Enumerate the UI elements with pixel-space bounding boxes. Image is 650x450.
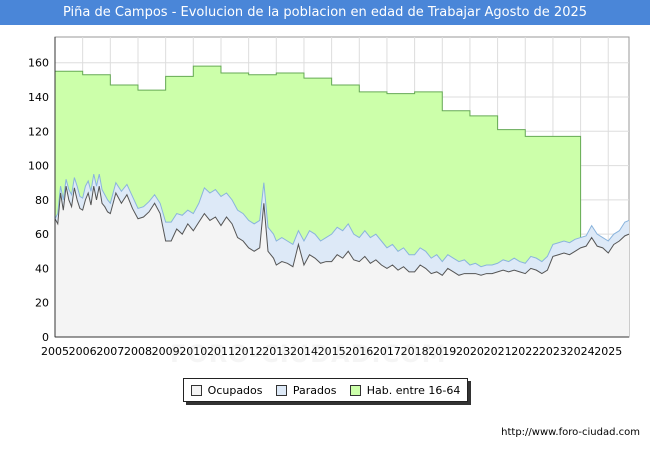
y-tick-label: 120 <box>28 125 49 138</box>
y-tick-label: 20 <box>35 297 49 310</box>
hab-line <box>55 65 582 238</box>
y-tick-label: 140 <box>28 91 49 104</box>
legend-swatch-hab <box>349 384 361 396</box>
x-tick-label: 2017 <box>373 345 401 358</box>
parados-line <box>54 174 630 268</box>
legend-label-parados: Parados <box>292 383 337 397</box>
ocupados-line <box>54 186 630 276</box>
x-tick-label: 2005 <box>41 345 69 358</box>
y-tick-label: 80 <box>35 194 49 207</box>
y-tick-label: 40 <box>35 262 49 275</box>
axis-layer: 0 20 40 60 80 100 120 140 160 2005 2006 2007 2008 200… <box>28 37 629 358</box>
legend-item-ocupados: Ocupados <box>190 383 263 397</box>
x-tick-label: 2020 <box>456 345 484 358</box>
y-tick-label: 100 <box>28 160 49 173</box>
x-tick-label: 2016 <box>345 345 373 358</box>
x-tick-label: 2022 <box>511 345 539 358</box>
x-tick-label: 2013 <box>262 345 290 358</box>
legend: Ocupados Parados Hab. entre 16-64 <box>183 378 468 402</box>
x-tick-label: 2009 <box>152 345 180 358</box>
chart-title: Piña de Campos - Evolucion de la poblaci… <box>0 0 650 25</box>
series-layer <box>54 65 630 338</box>
legend-label-ocupados: Ocupados <box>207 383 263 397</box>
x-tick-label: 2021 <box>484 345 512 358</box>
source-url-link[interactable]: http://www.foro-ciudad.com <box>501 427 640 438</box>
x-tick-label: 2011 <box>207 345 235 358</box>
x-tick-label: 2023 <box>539 345 567 358</box>
x-tick-label: 2010 <box>179 345 207 358</box>
x-tick-label: 2014 <box>290 345 318 358</box>
x-tick-label: 2015 <box>318 345 346 358</box>
legend-swatch-ocupados <box>190 384 202 396</box>
x-tick-label: 2024 <box>567 345 595 358</box>
y-tick-label: 160 <box>28 57 49 70</box>
y-tick-label: 0 <box>42 331 49 344</box>
legend-item-parados: Parados <box>275 383 337 397</box>
watermark: FORO-CIUDAD.COM <box>170 340 447 368</box>
legend-swatch-parados <box>275 384 287 396</box>
x-tick-label: 2012 <box>235 345 263 358</box>
x-tick-label: 2007 <box>96 345 124 358</box>
y-tick-label: 60 <box>35 228 49 241</box>
legend-item-hab: Hab. entre 16-64 <box>349 383 461 397</box>
ocupados-area <box>55 186 629 337</box>
x-tick-label: 2006 <box>69 345 97 358</box>
x-tick-label: 2025 <box>594 345 622 358</box>
x-tick-label: 2019 <box>428 345 456 358</box>
legend-label-hab: Hab. entre 16-64 <box>366 383 461 397</box>
x-tick-label: 2018 <box>401 345 429 358</box>
x-tick-label: 2008 <box>124 345 152 358</box>
